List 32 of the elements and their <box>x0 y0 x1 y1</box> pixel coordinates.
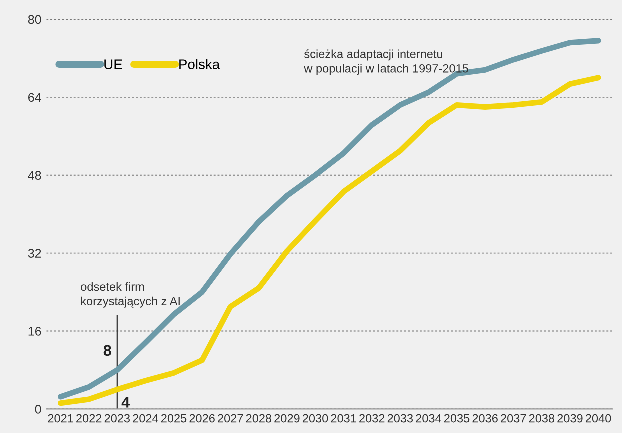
legend-label: Polska <box>180 59 220 70</box>
x-tick-label: 2033 <box>388 414 414 423</box>
x-tick-label: 2031 <box>331 414 356 423</box>
x-tick-label: 2021 <box>48 414 74 423</box>
x-tick-label: 2035 <box>444 414 470 423</box>
ref-line-label: odsetek firm korzystających z AI <box>81 282 180 308</box>
x-tick-label: 2024 <box>133 414 158 423</box>
y-tick-label: 48 <box>28 171 42 180</box>
annotation: ścieżka adaptacji internetu w populacji w latach 1997-2015 <box>304 50 468 76</box>
y-tick-label: 64 <box>28 93 42 102</box>
x-tick-label: 2038 <box>529 414 555 423</box>
x-tick-label: 2025 <box>161 414 187 423</box>
x-tick-label: 2022 <box>76 414 102 423</box>
data-label: 4 <box>122 397 130 408</box>
x-tick-label: 2023 <box>104 414 130 423</box>
x-tick-label: 2029 <box>274 414 300 423</box>
x-tick-label: 2039 <box>558 414 583 423</box>
x-tick-label: 2040 <box>586 414 612 423</box>
y-tick-label: 16 <box>28 327 42 336</box>
x-tick-label: 2026 <box>190 414 215 423</box>
x-tick-label: 2034 <box>416 414 442 423</box>
y-tick-label: 32 <box>28 249 42 258</box>
x-tick-label: 2027 <box>218 414 244 423</box>
legend-label: UE <box>104 60 122 70</box>
y-tick-label: 80 <box>28 15 42 24</box>
x-tick-label: 2037 <box>501 414 526 423</box>
x-tick-label: 2030 <box>302 414 328 423</box>
data-label: 8 <box>104 345 112 356</box>
x-tick-label: 2028 <box>246 414 272 423</box>
y-tick-label: 0 <box>35 404 42 414</box>
x-tick-label: 2032 <box>360 414 385 423</box>
x-tick-label: 2036 <box>472 414 498 423</box>
